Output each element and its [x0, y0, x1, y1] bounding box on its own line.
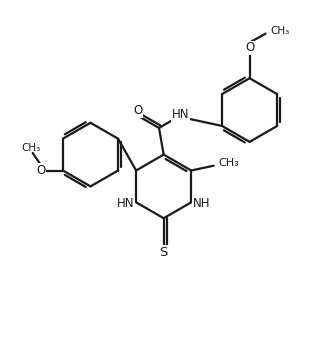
- Text: O: O: [36, 164, 45, 177]
- Text: O: O: [245, 42, 254, 55]
- Text: HN: HN: [117, 197, 135, 210]
- Text: CH₃: CH₃: [22, 143, 41, 152]
- Text: NH: NH: [193, 197, 210, 210]
- Text: HN: HN: [171, 108, 189, 121]
- Text: CH₃: CH₃: [270, 27, 290, 36]
- Text: S: S: [160, 246, 168, 259]
- Text: CH₃: CH₃: [218, 158, 239, 167]
- Text: O: O: [134, 104, 143, 117]
